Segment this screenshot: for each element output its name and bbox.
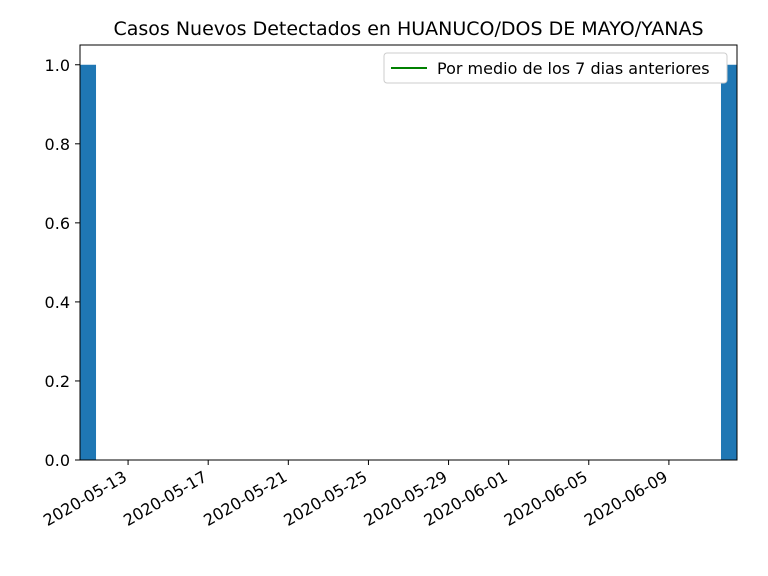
y-tick-label: 0.4	[45, 293, 70, 312]
y-tick-label: 0.0	[45, 451, 70, 470]
x-tick-label: 2020-05-21	[200, 467, 290, 530]
y-tick-label: 0.6	[45, 214, 70, 233]
bar-2020-05-11	[80, 64, 97, 460]
legend-label: Por medio de los 7 dias anteriores	[437, 59, 710, 78]
y-tick-label: 0.2	[45, 372, 70, 391]
x-tick-label: 2020-05-17	[120, 467, 210, 530]
bars-layer	[80, 64, 737, 460]
y-tick-label: 0.8	[45, 135, 70, 154]
plot-area-frame	[79, 44, 738, 461]
x-axis: 2020-05-132020-05-172020-05-212020-05-25…	[40, 460, 671, 530]
x-tick-label: 2020-05-13	[40, 467, 130, 530]
bar-2020-06-12	[720, 64, 737, 460]
chart-title: Casos Nuevos Detectados en HUANUCO/DOS D…	[113, 18, 703, 40]
legend: Por medio de los 7 dias anteriores	[383, 52, 728, 84]
x-tick-label: 2020-06-05	[501, 467, 591, 530]
y-tick-label: 1.0	[45, 56, 70, 75]
x-tick-label: 2020-05-25	[280, 467, 370, 530]
y-axis: 0.0 0.2 0.4 0.6 0.8 1.0	[45, 56, 80, 470]
x-tick-label: 2020-06-09	[581, 467, 671, 530]
legend-box	[383, 52, 728, 84]
